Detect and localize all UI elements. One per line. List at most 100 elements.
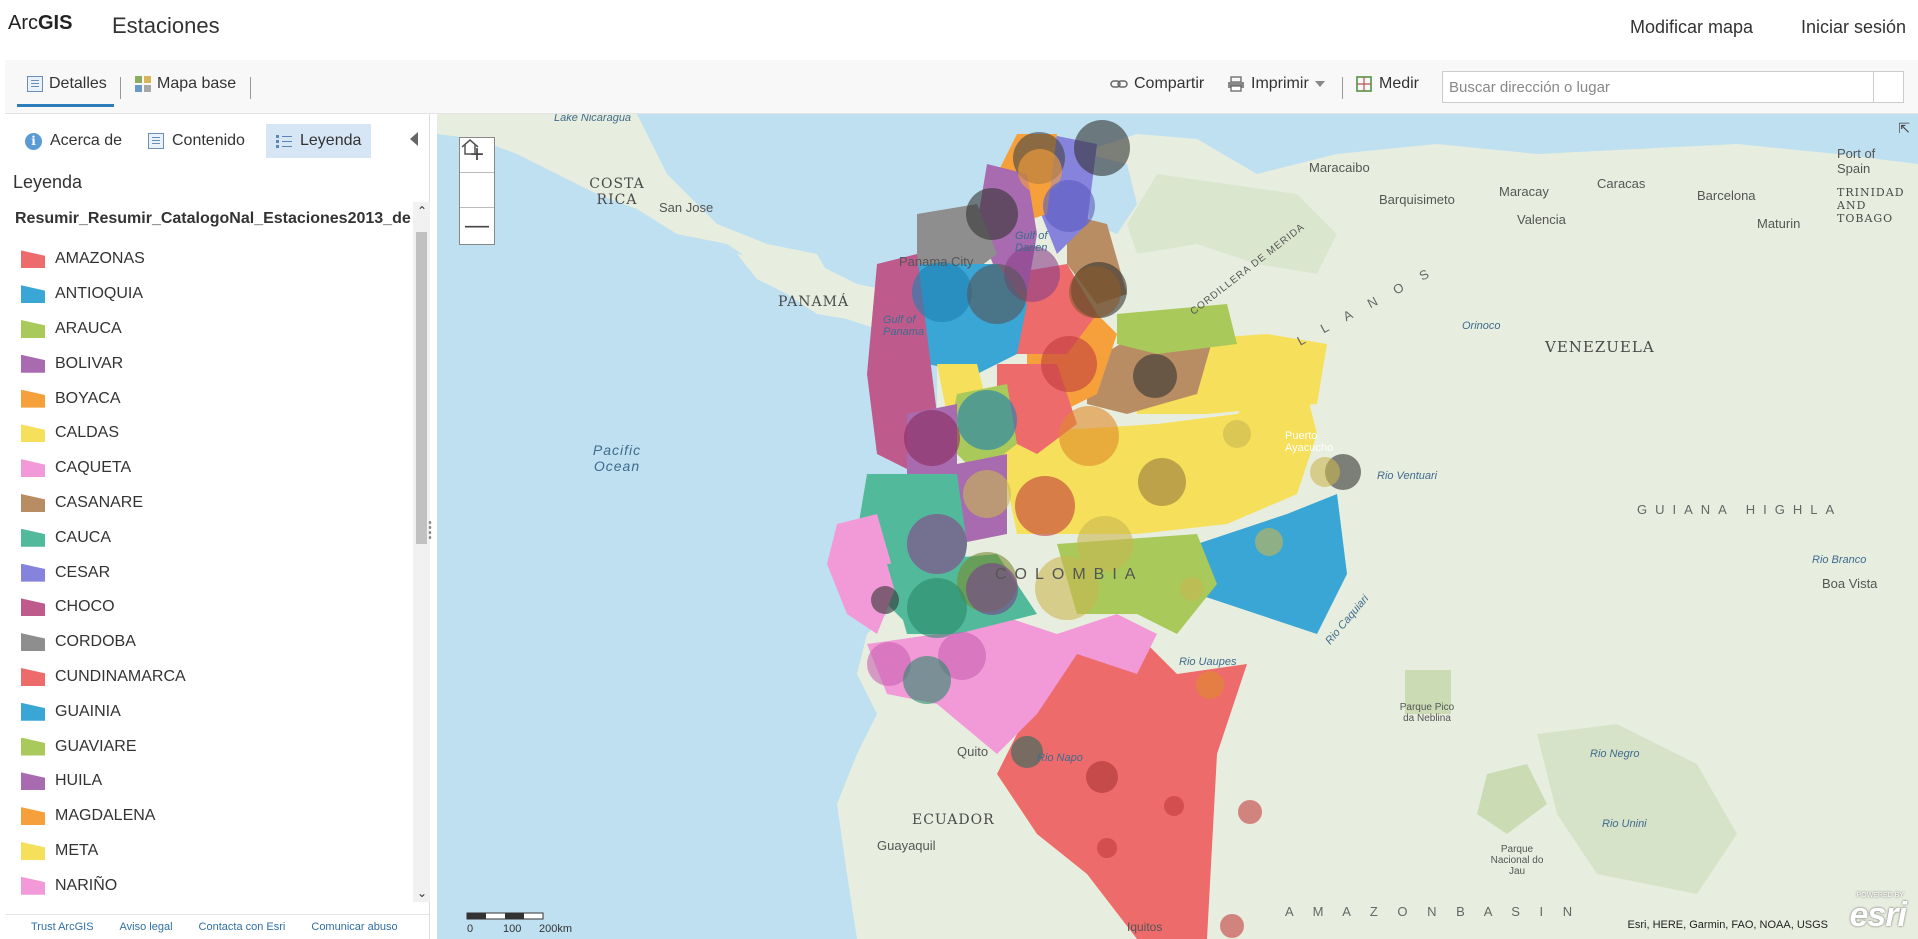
content-icon xyxy=(148,133,164,149)
legend-label: CESAR xyxy=(55,563,111,581)
legend-item: BOLIVAR xyxy=(5,346,413,381)
legend-label: CUNDINAMARCA xyxy=(55,667,186,685)
legend-item: GUAINIA xyxy=(5,694,413,729)
legend-swatch xyxy=(21,528,45,547)
legal-link[interactable]: Aviso legal xyxy=(119,921,173,933)
legend-item: ANTIOQUIA xyxy=(5,277,413,312)
tab-content-label: Contenido xyxy=(172,132,245,149)
map-attribution[interactable]: Esri, HERE, Garmin, FAO, NOAA, USGS xyxy=(1627,919,1828,931)
label-amazon: A M A Z O N B A S I N xyxy=(1285,904,1581,919)
legend-swatch xyxy=(21,737,45,756)
legend-swatch xyxy=(21,424,45,443)
label-puerto-ayacucho: Puerto Ayacucho xyxy=(1285,430,1334,454)
legend-label: CALDAS xyxy=(55,424,120,442)
label-venezuela: VENEZUELA xyxy=(1545,338,1655,356)
expand-icon[interactable]: ⇱ xyxy=(1898,120,1910,136)
legend-item: CUNDINAMARCA xyxy=(5,660,413,695)
legend-scrollbar[interactable]: ⌃ ⌄ xyxy=(413,202,430,902)
logo-bold: GIS xyxy=(38,12,73,34)
label-iquitos: Iquitos xyxy=(1127,920,1163,934)
legend-item: CHOCO xyxy=(5,590,413,625)
toolbar-divider xyxy=(1342,77,1343,99)
basemap-graphic xyxy=(437,114,1918,939)
dept-guainia xyxy=(1197,494,1347,634)
legend-swatch xyxy=(21,807,45,826)
trust-link[interactable]: Trust ArcGIS xyxy=(31,921,94,933)
legend-label: CASANARE xyxy=(55,493,144,511)
panel-splitter[interactable] xyxy=(428,520,432,540)
legend-item: NORTE DE SANTANDER xyxy=(5,903,413,912)
legend-layer-title: Resumir_Resumir_CatalogoNal_Estaciones20… xyxy=(15,210,411,227)
logo-prefix: Arc xyxy=(8,12,38,34)
ruler-icon xyxy=(1356,76,1372,92)
legend-label: MAGDALENA xyxy=(55,807,156,825)
label-rio-napo: Rio Napo xyxy=(1037,752,1083,764)
central-america-land xyxy=(437,114,837,304)
legend-item: NARIÑO xyxy=(5,868,413,903)
label-quito: Quito xyxy=(957,744,989,759)
dept-guaviare-meta xyxy=(997,354,1317,534)
label-orinoco: Orinoco xyxy=(1462,320,1501,332)
label-barcelona: Barcelona xyxy=(1697,188,1756,203)
map-title: Estaciones xyxy=(112,13,220,38)
legend-swatch xyxy=(21,354,45,373)
share-label: Compartir xyxy=(1134,75,1205,92)
legend-label: BOLIVAR xyxy=(55,354,124,372)
label-caracas: Caracas xyxy=(1597,176,1646,191)
label-rio-branco: Rio Branco xyxy=(1812,554,1867,566)
search-input[interactable] xyxy=(1443,72,1873,102)
legend-label: META xyxy=(55,841,99,859)
zoom-in-button[interactable]: + xyxy=(460,138,494,173)
legend-swatch xyxy=(21,841,45,860)
home-icon xyxy=(461,139,479,155)
legend-swatch xyxy=(21,598,45,617)
scroll-thumb[interactable] xyxy=(416,232,427,544)
legend-label: CORDOBA xyxy=(55,633,136,651)
label-barquisimeto: Barquisimeto xyxy=(1379,192,1455,207)
print-label: Imprimir xyxy=(1251,75,1309,92)
app-header: ArcGIS Estaciones Modificar mapa Iniciar… xyxy=(0,0,1918,54)
amazon-green xyxy=(1537,724,1737,894)
legend-swatch xyxy=(21,563,45,582)
tab-legend[interactable]: Leyenda xyxy=(266,124,372,158)
legend-item: CORDOBA xyxy=(5,625,413,660)
map-view[interactable]: Lake Nicaragua COSTA RICA San Jose Panam… xyxy=(437,114,1918,939)
details-button[interactable]: Detalles xyxy=(27,75,107,93)
modify-map-link[interactable]: Modificar mapa xyxy=(1630,17,1754,37)
share-button[interactable]: Compartir xyxy=(1110,75,1204,93)
label-trinidad: TRINIDAD AND TOBAGO xyxy=(1837,186,1905,225)
contact-link[interactable]: Contacta con Esri xyxy=(198,921,286,933)
basemap-button[interactable]: Mapa base xyxy=(135,75,236,93)
scroll-up-icon[interactable]: ⌃ xyxy=(416,204,428,218)
legend-icon xyxy=(276,133,292,149)
esri-logo[interactable]: esri xyxy=(1849,896,1907,934)
search-button[interactable] xyxy=(1873,72,1903,102)
label-boa-vista: Boa Vista xyxy=(1822,576,1878,591)
home-button[interactable] xyxy=(460,139,494,208)
legend-label: AMAZONAS xyxy=(55,250,145,268)
label-panama: PANAMÁ xyxy=(778,294,850,310)
abuse-link[interactable]: Comunicar abuso xyxy=(311,921,398,933)
tab-about[interactable]: i Acerca de xyxy=(15,124,132,158)
print-button[interactable]: Imprimir xyxy=(1227,75,1325,93)
scroll-down-icon[interactable]: ⌄ xyxy=(416,886,428,900)
tab-content[interactable]: Contenido xyxy=(138,124,255,158)
active-tab-indicator xyxy=(17,104,114,107)
side-panel: i Acerca de Contenido Leyenda Leyenda Re… xyxy=(5,114,430,939)
legend-swatch xyxy=(21,459,45,478)
details-icon xyxy=(27,76,43,92)
collapse-panel-icon[interactable] xyxy=(410,132,418,146)
legend-item: CESAR xyxy=(5,555,413,590)
tab-legend-label: Leyenda xyxy=(300,132,362,149)
measure-button[interactable]: Medir xyxy=(1355,75,1419,93)
printer-icon xyxy=(1228,76,1244,92)
footer-links: Trust ArcGIS Aviso legal Contacta con Es… xyxy=(5,914,430,939)
sign-in-link[interactable]: Iniciar sesión xyxy=(1801,17,1907,37)
search-box xyxy=(1442,71,1904,103)
zoom-out-button[interactable]: — xyxy=(465,211,489,239)
legend-item: AMAZONAS xyxy=(5,242,413,277)
label-san-jose: San Jose xyxy=(659,200,714,215)
label-port-of-spain: Port of Spain xyxy=(1837,146,1876,176)
legend-label: ARAUCA xyxy=(55,319,122,337)
arcgis-logo[interactable]: ArcGIS xyxy=(8,12,72,35)
